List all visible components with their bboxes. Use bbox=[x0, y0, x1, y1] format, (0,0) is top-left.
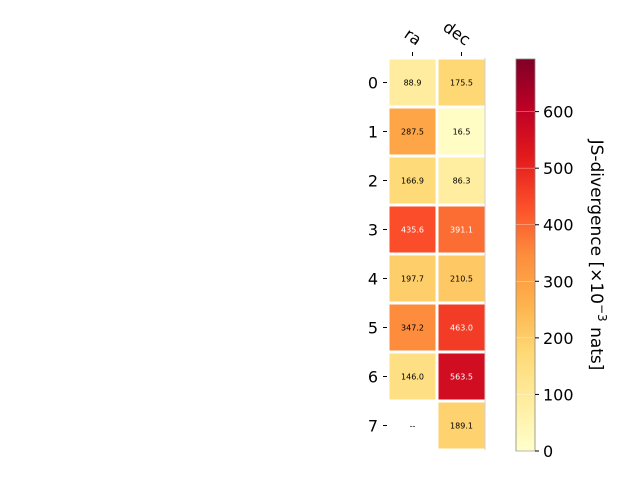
row-label: 2 bbox=[368, 172, 378, 191]
cell-value-label: 563.5 bbox=[450, 373, 473, 382]
cell-value-label: 463.0 bbox=[450, 324, 473, 333]
colorbar-label: JS-divergence [×10−3 nats] bbox=[586, 139, 609, 371]
row-label: 5 bbox=[368, 319, 378, 338]
cell-value-label: -- bbox=[410, 422, 416, 431]
cell-value-label: 16.5 bbox=[453, 128, 471, 137]
cell-value-label: 197.7 bbox=[401, 275, 424, 284]
row-label: 3 bbox=[368, 221, 378, 240]
colorbar-ticks: 0 100 200 300 400 500 600 bbox=[516, 103, 574, 461]
heatmap-cell bbox=[435, 105, 488, 158]
row-tick-labels: 0 1 2 3 4 5 6 7 bbox=[368, 74, 387, 436]
colorbar: 0 100 200 300 400 500 600 JS-divergence [×10−3… bbox=[515, 58, 609, 461]
column-tick-labels: ra dec bbox=[401, 17, 474, 56]
colorbar-gradient bbox=[515, 58, 536, 452]
cell-value-label: 287.5 bbox=[401, 128, 424, 137]
cell-value-label: 166.9 bbox=[401, 177, 424, 186]
colorbar-tick-label: 500 bbox=[543, 159, 574, 178]
row-label: 4 bbox=[368, 270, 378, 289]
column-label: dec bbox=[440, 17, 474, 49]
colorbar-tick-label: 0 bbox=[543, 442, 553, 461]
heatmap-cell bbox=[435, 154, 488, 207]
cell-value-label: 435.6 bbox=[401, 226, 424, 235]
row-label: 7 bbox=[368, 417, 378, 436]
colorbar-tick-label: 600 bbox=[543, 103, 574, 122]
cell-value-label: 175.5 bbox=[450, 79, 473, 88]
cell-value-label: 391.1 bbox=[450, 226, 473, 235]
colorbar-tick-label: 300 bbox=[543, 272, 574, 291]
heatmap-cell bbox=[435, 399, 488, 452]
cell-value-label: 146.0 bbox=[401, 373, 424, 382]
heatmap-cells: 88.9 175.5 287.5 16.5 166.9 86.3 435.6 391.1 197… bbox=[386, 56, 488, 452]
row-label: 0 bbox=[368, 74, 378, 93]
colorbar-label-exponent: −3 bbox=[595, 304, 609, 322]
row-label: 1 bbox=[368, 123, 378, 142]
row-label: 6 bbox=[368, 368, 378, 387]
colorbar-label-unit: nats] bbox=[586, 322, 606, 371]
cell-value-label: 347.2 bbox=[401, 324, 424, 333]
cell-value-label: 88.9 bbox=[404, 79, 422, 88]
column-label: ra bbox=[401, 24, 425, 49]
cell-value-label: 189.1 bbox=[450, 422, 473, 431]
cell-value-label: 86.3 bbox=[453, 177, 471, 186]
heatmap-cell bbox=[435, 252, 488, 305]
heatmap-cell bbox=[435, 203, 488, 256]
cell-value-label: 210.5 bbox=[450, 275, 473, 284]
colorbar-label-text: JS-divergence [×10 bbox=[586, 139, 606, 304]
colorbar-tick-label: 400 bbox=[543, 216, 574, 235]
colorbar-tick-label: 200 bbox=[543, 329, 574, 348]
colorbar-tick-label: 100 bbox=[543, 385, 574, 404]
